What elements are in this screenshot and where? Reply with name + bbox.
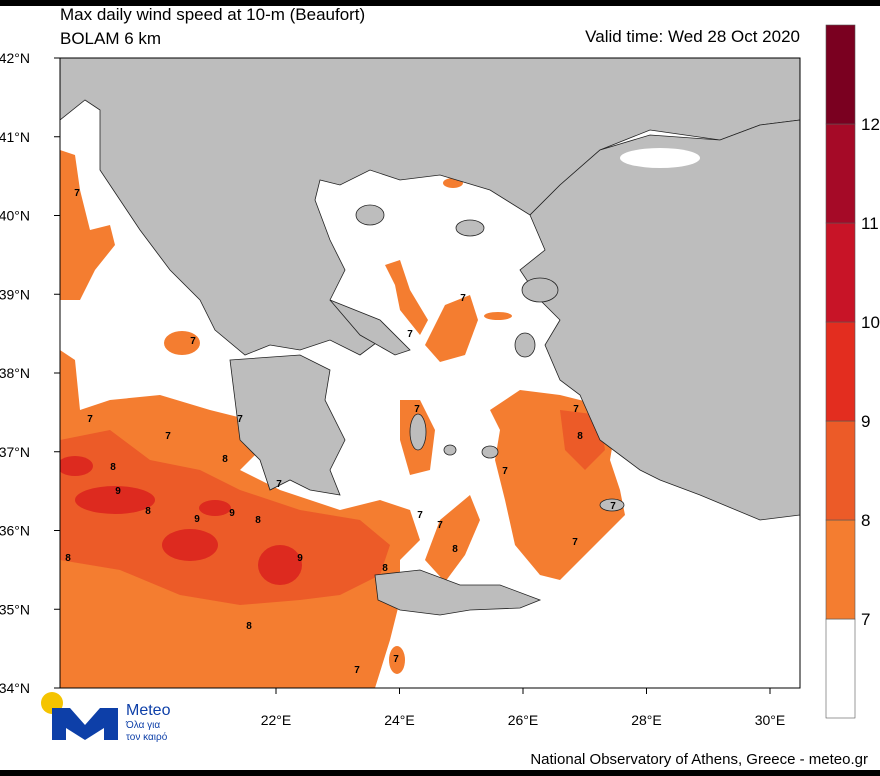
contour-label: 8 — [65, 553, 71, 564]
colorbar-label: 11 — [861, 214, 879, 233]
colorbar-segment — [825, 618, 856, 719]
land — [514, 332, 536, 358]
contour-label: 7 — [74, 188, 80, 199]
contour-label: 7 — [610, 501, 616, 512]
contour-label: 7 — [414, 404, 420, 415]
contour-label: 9 — [194, 514, 200, 525]
contour-label: 7 — [460, 293, 466, 304]
contour-label: 9 — [229, 508, 235, 519]
contour-label: 7 — [190, 336, 196, 347]
lon-label: 24°E — [384, 712, 415, 728]
lat-label: 42°N — [0, 50, 30, 66]
colorbar-label: 9 — [861, 412, 870, 431]
wind-area — [425, 295, 478, 362]
contour-label: 8 — [382, 563, 388, 574]
wind-area — [258, 545, 302, 585]
sea — [620, 148, 700, 168]
logo-mark — [52, 708, 118, 740]
colorbar-segment — [825, 24, 856, 125]
lat-label: 34°N — [0, 680, 30, 696]
wind-area — [60, 456, 93, 476]
colorbar-label: 12 — [861, 115, 880, 134]
lat-label: 41°N — [0, 129, 30, 145]
land — [521, 277, 559, 303]
contour-label: 7 — [276, 479, 282, 490]
contour-label: 7 — [417, 510, 423, 521]
contour-label: 7 — [572, 537, 578, 548]
colorbar-label: 7 — [861, 610, 870, 629]
lat-label: 37°N — [0, 444, 30, 460]
lat-label: 40°N — [0, 208, 30, 224]
contour-label: 8 — [110, 462, 116, 473]
contour-label: 8 — [577, 431, 583, 442]
colorbar-segment — [825, 519, 856, 620]
logo-tagline: τον καιρό — [126, 731, 168, 743]
land — [599, 498, 625, 512]
wind-area — [199, 500, 231, 516]
colorbar-segment — [825, 420, 856, 521]
colorbar-segment — [825, 123, 856, 224]
contour-label: 7 — [407, 329, 413, 340]
colorbar-label: 10 — [861, 313, 880, 332]
lat-label: 39°N — [0, 286, 30, 302]
wind-area — [60, 430, 390, 605]
contour-label: 7 — [237, 414, 243, 425]
contour-label: 7 — [573, 404, 579, 415]
land — [409, 413, 427, 451]
contour-label: 8 — [255, 515, 261, 526]
top-border — [0, 0, 880, 6]
land — [455, 219, 485, 237]
logo: Meteo Όλα για τον καιρό — [41, 692, 171, 743]
footer: National Observatory of Athens, Greece -… — [530, 751, 868, 768]
contour-label: 7 — [437, 520, 443, 531]
lon-label: 28°E — [631, 712, 662, 728]
land — [329, 299, 411, 356]
model-name: BOLAM 6 km — [60, 29, 161, 48]
lat-label: 36°N — [0, 523, 30, 539]
bottom-border — [0, 770, 880, 776]
valid-time: Valid time: Wed 28 Oct 2020 — [585, 27, 800, 46]
lon-label: 22°E — [261, 712, 292, 728]
wind-area — [75, 486, 155, 514]
colorbar-segment — [825, 222, 856, 323]
wind-area — [425, 495, 480, 582]
contour-label: 9 — [115, 486, 121, 497]
contour-label: 7 — [87, 414, 93, 425]
wind-area — [164, 331, 200, 355]
contour-label: 7 — [165, 431, 171, 442]
lat-label: 38°N — [0, 365, 30, 381]
land — [481, 445, 499, 459]
land — [355, 204, 385, 226]
land — [229, 354, 346, 496]
wind-area — [60, 150, 115, 300]
land — [443, 444, 457, 456]
lat-label: 35°N — [0, 601, 30, 617]
contour-label: 7 — [393, 654, 399, 665]
contour-label: 8 — [145, 506, 151, 517]
lon-label: 26°E — [508, 712, 539, 728]
contour-label: 8 — [222, 454, 228, 465]
wind-area — [162, 529, 218, 561]
colorbar-label: 8 — [861, 511, 870, 530]
wind-area — [385, 260, 428, 335]
contour-label: 8 — [452, 544, 458, 555]
map-area — [60, 58, 800, 688]
contour-label: 7 — [502, 466, 508, 477]
contour-label: 7 — [354, 665, 360, 676]
wind-area — [484, 312, 512, 320]
logo-tagline: Όλα για — [125, 720, 160, 731]
land — [374, 569, 542, 616]
title: Max daily wind speed at 10-m (Beaufort) — [60, 5, 365, 24]
contour-label: 8 — [246, 621, 252, 632]
contour-label: 9 — [297, 553, 303, 564]
logo-name: Meteo — [126, 702, 171, 719]
colorbar-segment — [825, 321, 856, 422]
wind-area — [389, 646, 405, 674]
lon-label: 30°E — [755, 712, 786, 728]
